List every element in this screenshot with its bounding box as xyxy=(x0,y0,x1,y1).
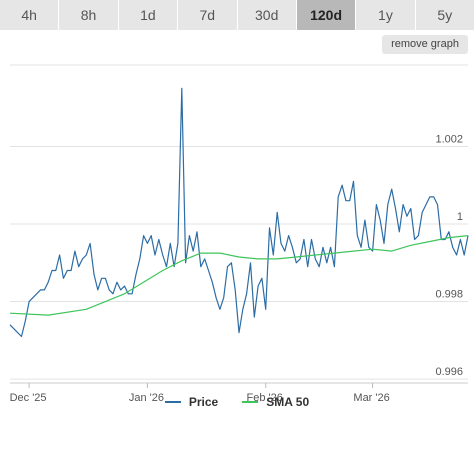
x-tick-label: Jan '26 xyxy=(129,392,164,404)
time-range-tabs: 4h 8h 1d 7d 30d 120d 1y 5y xyxy=(0,0,474,30)
tab-5y[interactable]: 5y xyxy=(415,0,474,30)
tab-1y[interactable]: 1y xyxy=(356,0,416,30)
legend-item-sma-50[interactable]: SMA 50 xyxy=(242,395,309,409)
price-series-line xyxy=(9,87,469,338)
tab-30d[interactable]: 30d xyxy=(237,0,297,30)
tab-120d[interactable]: 120d xyxy=(296,0,357,30)
legend-swatch-price xyxy=(164,401,181,403)
y-tick-label: 0.998 xyxy=(435,289,463,301)
chart-legend: Price SMA 50 xyxy=(0,392,474,412)
y-tick-label: 0.996 xyxy=(435,366,463,378)
y-tick-label: 1.002 xyxy=(435,133,463,145)
legend-label-sma-50: SMA 50 xyxy=(266,395,310,409)
y-tick-label: 1 xyxy=(457,211,463,223)
tab-8h[interactable]: 8h xyxy=(59,0,119,30)
sma-50-series-line xyxy=(9,235,469,316)
legend-item-price[interactable]: Price xyxy=(164,395,219,409)
x-tick-label: Mar '26 xyxy=(353,392,389,404)
tab-4h[interactable]: 4h xyxy=(0,0,60,30)
remove-graph-button[interactable]: remove graph xyxy=(382,35,468,54)
x-tick-label: Dec '25 xyxy=(10,392,47,404)
legend-swatch-sma-50 xyxy=(242,401,259,403)
tab-1d[interactable]: 1d xyxy=(118,0,179,30)
tab-7d[interactable]: 7d xyxy=(178,0,238,30)
legend-label-price: Price xyxy=(188,395,219,409)
